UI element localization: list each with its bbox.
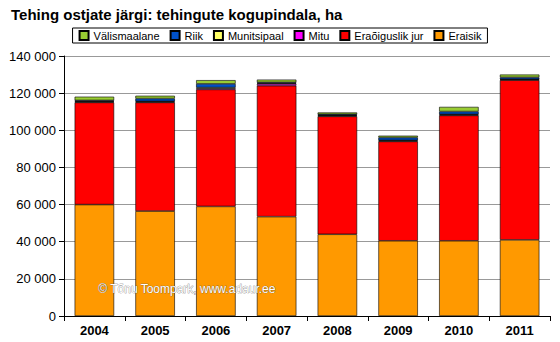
svg-text:100 000: 100 000 <box>9 123 56 138</box>
svg-text:2011: 2011 <box>506 323 534 338</box>
svg-text:80 000: 80 000 <box>16 160 56 175</box>
svg-text:2004: 2004 <box>80 323 110 338</box>
svg-text:2009: 2009 <box>384 323 413 338</box>
svg-text:2007: 2007 <box>262 323 291 338</box>
svg-text:0: 0 <box>49 309 56 324</box>
svg-text:140 000: 140 000 <box>9 49 56 64</box>
svg-text:Eraisik: Eraisik <box>448 30 482 42</box>
svg-text:60 000: 60 000 <box>16 197 56 212</box>
svg-text:© Tõnu Toompark, www.adaur.ee: © Tõnu Toompark, www.adaur.ee <box>98 282 275 296</box>
svg-text:Mitu: Mitu <box>309 30 330 42</box>
svg-text:Riik: Riik <box>185 30 204 42</box>
svg-text:Munitsipaal: Munitsipaal <box>228 30 284 42</box>
svg-text:Välismaalane: Välismaalane <box>94 30 160 42</box>
svg-text:2005: 2005 <box>141 323 170 338</box>
svg-text:2006: 2006 <box>201 323 230 338</box>
svg-text:20 000: 20 000 <box>16 271 56 286</box>
svg-text:Eraõiguslik jur: Eraõiguslik jur <box>354 30 423 42</box>
svg-text:120 000: 120 000 <box>9 86 56 101</box>
svg-text:2008: 2008 <box>323 323 352 338</box>
svg-text:Tehing ostjate järgi: tehingut: Tehing ostjate järgi: tehingute kogupind… <box>11 6 343 23</box>
svg-text:40 000: 40 000 <box>16 234 56 249</box>
svg-text:2010: 2010 <box>444 323 473 338</box>
